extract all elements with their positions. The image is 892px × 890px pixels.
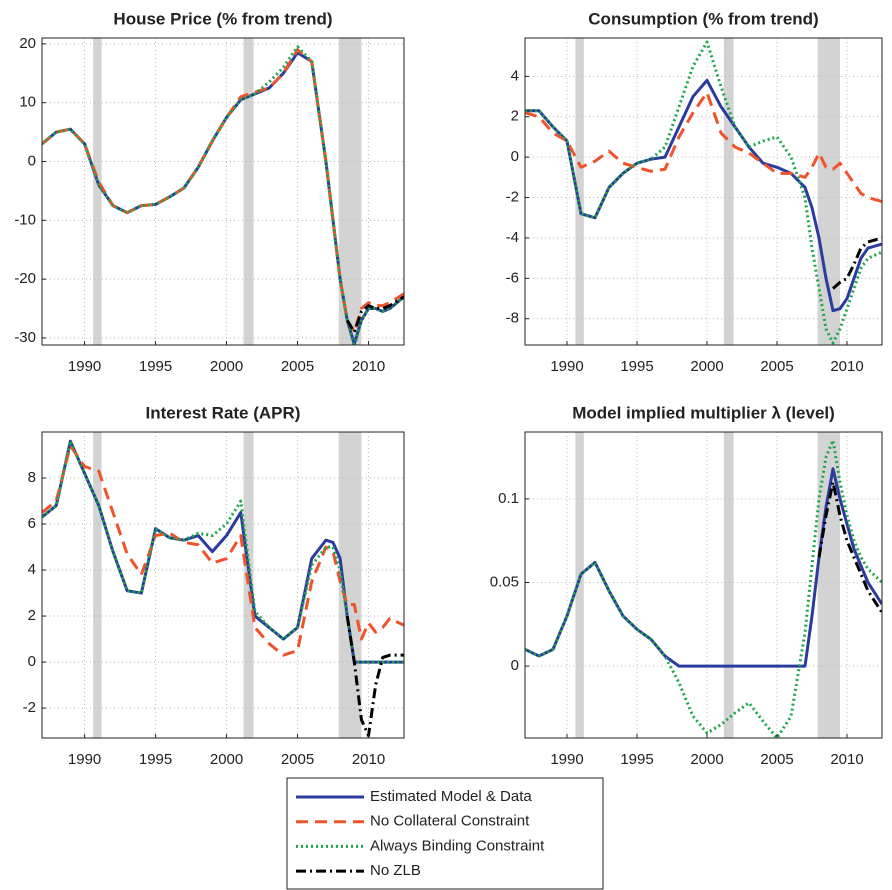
axes-frame xyxy=(524,431,883,739)
y-tick-label: -20 xyxy=(14,270,36,287)
plot-content xyxy=(525,432,882,738)
x-tick-label: 1990 xyxy=(68,751,101,768)
recession-band xyxy=(93,432,102,738)
panel-title: Model implied multiplier λ (level) xyxy=(572,403,835,422)
y-tick-label: 0 xyxy=(28,653,36,670)
recession-band xyxy=(93,38,102,345)
x-tick-label: 2000 xyxy=(690,751,723,768)
y-tick-label: -2 xyxy=(506,189,519,206)
y-tick-label: 0 xyxy=(511,148,519,165)
x-tick-label: 2010 xyxy=(352,751,385,768)
x-tick-label: 1990 xyxy=(550,751,583,768)
recession-band xyxy=(723,432,734,738)
recession-band xyxy=(338,38,362,345)
legend-label: No ZLB xyxy=(370,862,421,879)
x-tick-label: 2000 xyxy=(210,751,243,768)
x-tick-label: 1995 xyxy=(620,358,653,375)
panel: 1990 1995 2000 2005 2010 -30 -20 -10 0 10 20 House … xyxy=(14,9,405,375)
y-tick-label: 20 xyxy=(19,35,36,52)
series-line xyxy=(42,444,404,657)
legend-label: No Collateral Constraint xyxy=(370,813,530,830)
x-tick-label: 2010 xyxy=(830,358,863,375)
recession-band xyxy=(575,432,584,738)
x-tick-label: 1995 xyxy=(620,751,653,768)
y-tick-label: 0 xyxy=(511,657,519,674)
x-tick-label: 2005 xyxy=(760,358,793,375)
y-tick-label: -10 xyxy=(14,211,36,228)
x-tick-label: 2010 xyxy=(830,751,863,768)
axes-frame xyxy=(524,37,883,346)
y-tick-label: 4 xyxy=(28,561,36,578)
y-tick-label: 6 xyxy=(28,515,36,532)
panel-title: Interest Rate (APR) xyxy=(146,403,301,422)
panel: 1990 1995 2000 2005 2010 -8 -6 -4 -2 0 2 4 Consumpti… xyxy=(506,9,883,375)
panel-title: House Price (% from trend) xyxy=(113,9,332,28)
series-line xyxy=(345,295,404,334)
panel: 1990 1995 2000 2005 2010 0 0.05 0.1 Model implie… xyxy=(490,403,883,768)
y-tick-label: 8 xyxy=(28,469,36,486)
x-tick-label: 1995 xyxy=(139,358,172,375)
x-tick-label: 1990 xyxy=(550,358,583,375)
series-line xyxy=(42,45,404,345)
x-tick-label: 2005 xyxy=(281,358,314,375)
axes-frame xyxy=(41,431,405,739)
x-tick-label: 1990 xyxy=(68,358,101,375)
legend: Estimated Model & Data No Collateral Cons… xyxy=(286,777,604,890)
series-line xyxy=(832,236,882,290)
recession-band xyxy=(243,432,254,738)
y-tick-label: -8 xyxy=(506,310,519,327)
series-line xyxy=(817,480,882,614)
y-tick-label: -4 xyxy=(506,229,519,246)
x-tick-label: 2005 xyxy=(281,751,314,768)
legend-label: Estimated Model & Data xyxy=(370,788,532,805)
y-tick-label: -30 xyxy=(14,329,36,346)
recession-band xyxy=(817,432,840,738)
y-tick-label: 10 xyxy=(19,94,36,111)
y-tick-label: 0.1 xyxy=(498,490,519,507)
y-tick-label: 4 xyxy=(511,67,519,84)
y-tick-label: -2 xyxy=(23,699,36,716)
series-line xyxy=(525,438,882,738)
panel-title: Consumption (% from trend) xyxy=(588,9,818,28)
series-line xyxy=(525,467,882,668)
series-line xyxy=(345,615,404,738)
series-line xyxy=(42,439,404,664)
legend-label: Always Binding Constraint xyxy=(370,837,545,854)
y-tick-label: 0 xyxy=(28,152,36,169)
recession-band xyxy=(723,38,734,345)
recession-band xyxy=(575,38,584,345)
axes-frame xyxy=(41,37,405,346)
plot-content xyxy=(42,432,404,738)
recession-band xyxy=(243,38,254,345)
plot-content xyxy=(42,38,404,345)
y-tick-label: 2 xyxy=(511,108,519,125)
plot-content xyxy=(525,38,882,345)
recession-band xyxy=(817,38,840,345)
y-tick-label: 2 xyxy=(28,607,36,624)
y-tick-label: -6 xyxy=(506,269,519,286)
y-tick-label: 0.05 xyxy=(490,573,519,590)
x-tick-label: 2005 xyxy=(760,751,793,768)
series-line xyxy=(525,40,882,345)
x-tick-label: 2000 xyxy=(210,358,243,375)
x-tick-label: 1995 xyxy=(139,751,172,768)
x-tick-label: 2000 xyxy=(690,358,723,375)
panel: 1990 1995 2000 2005 2010 -2 0 2 4 6 8 Interest Rate… xyxy=(23,403,405,768)
x-tick-label: 2010 xyxy=(352,358,385,375)
series-line xyxy=(525,91,882,204)
